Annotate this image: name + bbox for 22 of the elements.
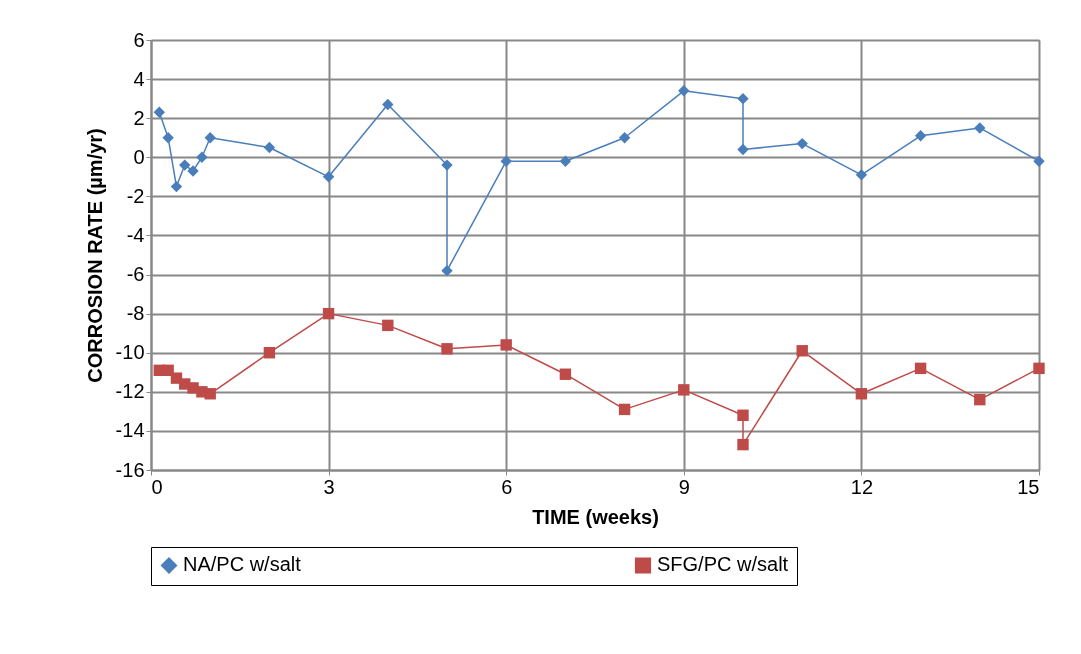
x-tick-label: 12 xyxy=(850,475,874,498)
x-tick-label: 3 xyxy=(323,475,335,498)
x-tick-label: 15 xyxy=(1017,475,1040,498)
legend-label: NA/PC w/salt xyxy=(183,553,302,576)
x-axis-title: TIME (weeks) xyxy=(532,505,659,528)
y-tick-label: 4 xyxy=(133,67,145,90)
x-tick-label: 6 xyxy=(501,475,513,498)
y-tick-label: -2 xyxy=(126,184,145,207)
y-tick-label: -8 xyxy=(126,302,145,325)
y-tick-label: 0 xyxy=(133,145,145,168)
x-tick-label: 0 xyxy=(151,475,163,498)
y-tick-label: -16 xyxy=(115,458,145,481)
legend-label: SFG/PC w/salt xyxy=(657,553,789,576)
y-tick-label: 2 xyxy=(133,106,145,129)
y-tick-label: -6 xyxy=(126,263,145,286)
y-tick-label: -12 xyxy=(115,380,145,403)
y-tick-label: 6 xyxy=(133,28,145,51)
x-tick-label: 9 xyxy=(678,475,690,498)
y-tick-label: -10 xyxy=(115,341,145,364)
y-axis-title: CORROSION RATE (µm/yr) xyxy=(83,128,106,383)
y-tick-label: -14 xyxy=(115,419,145,442)
y-tick-label: -4 xyxy=(126,223,145,246)
